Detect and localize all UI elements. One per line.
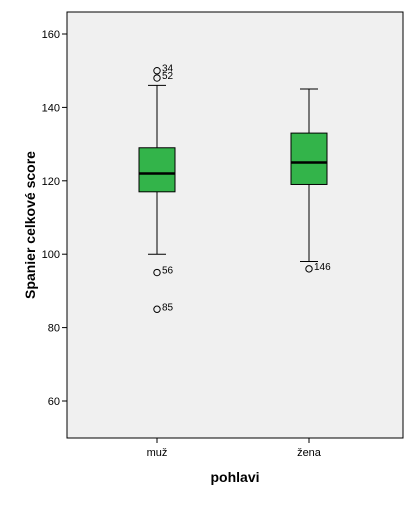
outlier-point — [153, 268, 161, 277]
outlier-point — [153, 74, 161, 82]
x-tick-label: žena — [297, 447, 322, 459]
outlier-point — [305, 265, 313, 273]
y-tick-label: 100 — [42, 249, 60, 261]
x-tick-label: muž — [147, 447, 168, 459]
outlier-label: 34 — [162, 64, 174, 75]
x-axis-label: pohlavi — [210, 469, 259, 485]
y-tick-label: 160 — [42, 29, 60, 41]
y-axis: 60 80 100 120 140 160 — [42, 29, 67, 408]
y-axis-label: Spanier celkové score — [22, 151, 38, 299]
y-tick-label: 60 — [48, 396, 60, 408]
y-tick-label: 140 — [42, 102, 60, 114]
iqr-box — [138, 147, 176, 193]
outlier-label: 52 — [162, 71, 174, 82]
iqr-box — [290, 132, 328, 185]
y-tick-label: 120 — [42, 176, 60, 188]
outlier-label: 85 — [162, 302, 174, 313]
plot-area — [66, 11, 404, 439]
outlier-point — [153, 67, 161, 75]
y-tick-label: 80 — [48, 323, 60, 335]
box-group-2: 146 — [290, 88, 331, 273]
outlier-label: 146 — [314, 262, 331, 273]
outlier-label: 56 — [162, 266, 174, 277]
outlier-point — [153, 305, 161, 313]
x-axis: muž žena — [147, 438, 322, 459]
